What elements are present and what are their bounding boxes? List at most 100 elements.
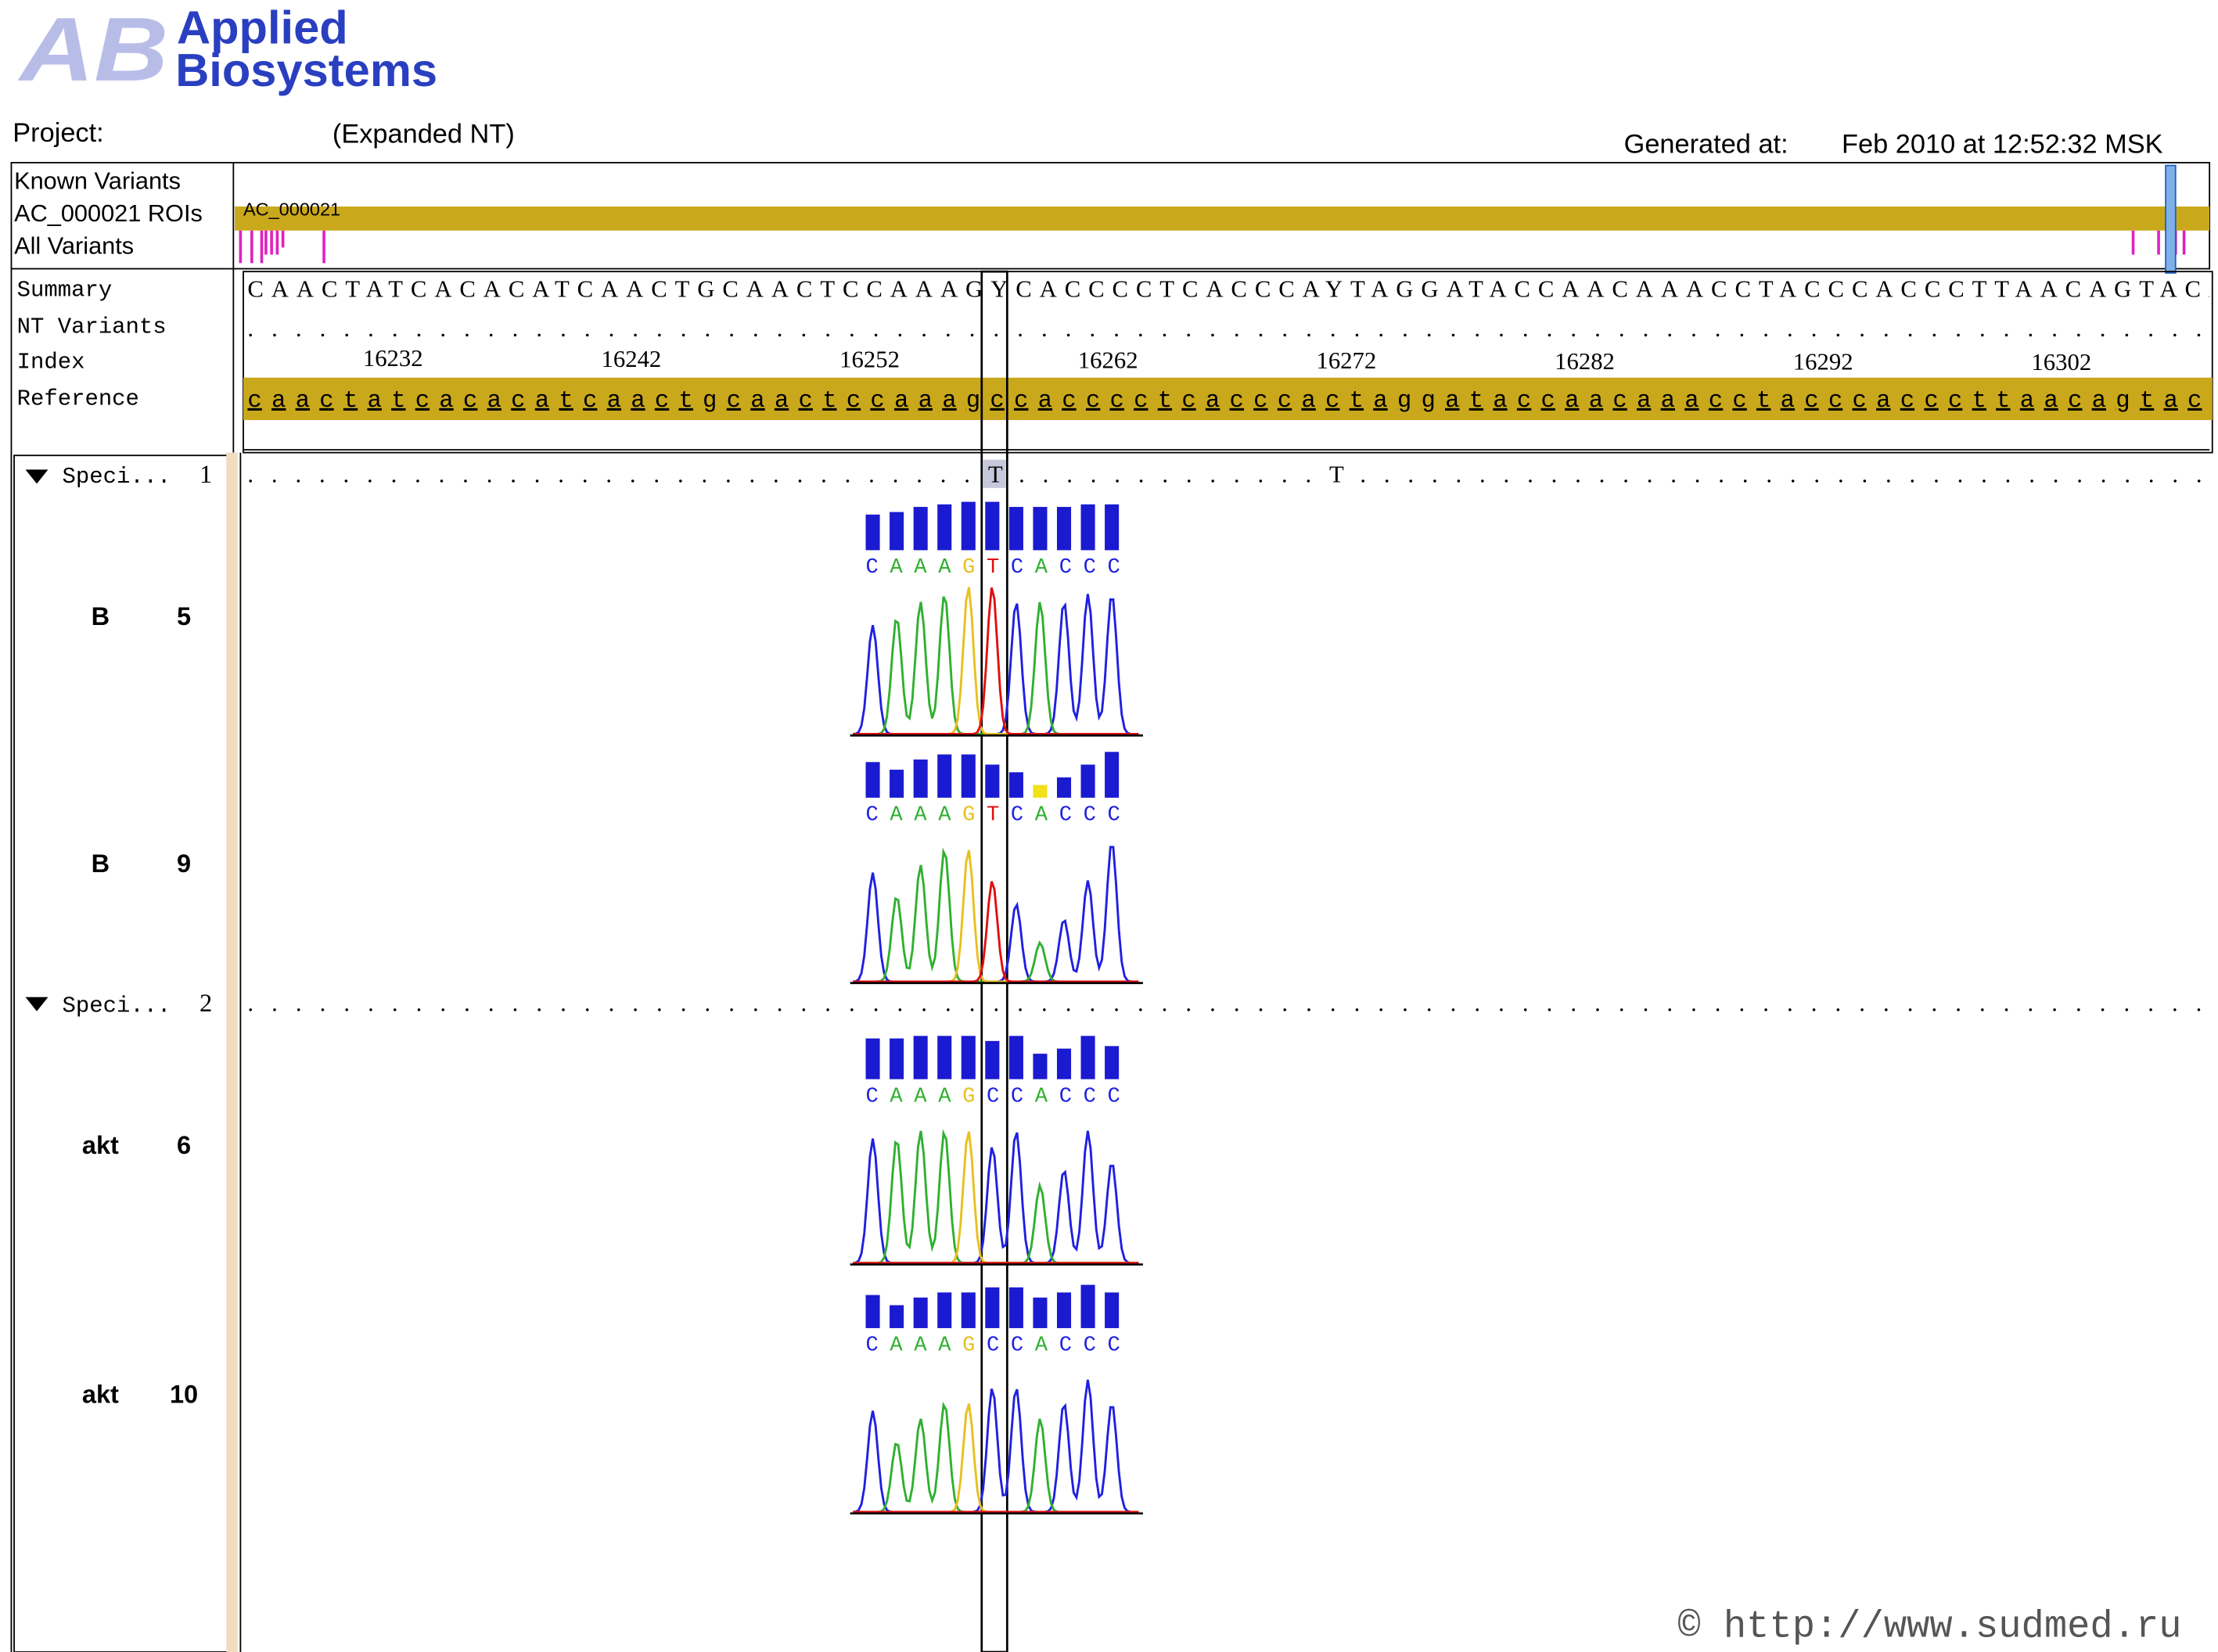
quality-bar: [937, 504, 952, 551]
sample-name: akt: [82, 1380, 119, 1408]
quality-bar: [1105, 504, 1120, 551]
logo-mark: AB: [17, 0, 168, 100]
row-label: Index: [17, 350, 85, 375]
row-label: Summary: [17, 277, 112, 303]
quality-bar: [1033, 785, 1048, 798]
quality-bar: [890, 1038, 904, 1079]
quality-bar: [890, 770, 904, 798]
track-label: All Variants: [14, 232, 134, 260]
sample-number: 9: [177, 849, 191, 878]
expand-toggle[interactable]: [25, 469, 49, 484]
project-label: Project:: [13, 118, 103, 148]
trace-curve: [853, 847, 1139, 983]
generated-label: Generated at:: [1624, 129, 1788, 159]
index-label: 16232: [363, 345, 423, 372]
index-label: 16302: [2031, 349, 2091, 375]
quality-bar: [1056, 1048, 1072, 1079]
quality-bar: [937, 754, 952, 798]
quality-bar: [1105, 1292, 1120, 1328]
quality-bar: [913, 760, 928, 798]
sample-number: 10: [170, 1380, 198, 1408]
quality-bar: [1080, 764, 1095, 798]
quality-bar: [1033, 1297, 1048, 1328]
quality-bar: [1105, 752, 1120, 798]
row-label: NT Variants: [17, 314, 167, 339]
watermark: © http://www.sudmed.ru: [1677, 1604, 2181, 1648]
index-label: 16282: [1555, 348, 1615, 375]
project-name: (Expanded NT): [333, 120, 515, 149]
splitter: [226, 452, 238, 1652]
quality-bar: [865, 514, 880, 551]
specimen-label: Speci...: [63, 464, 171, 490]
quality-bar: [937, 1292, 952, 1328]
row-label: Reference: [17, 386, 139, 412]
sample-name: B: [92, 849, 110, 878]
quality-bar: [1008, 1287, 1023, 1328]
brand-line: Biosystems: [175, 44, 437, 96]
quality-bar: [961, 1036, 976, 1079]
specimen-label: Speci...: [63, 993, 171, 1018]
quality-bar: [1105, 1046, 1120, 1079]
quality-bar: [961, 501, 976, 551]
generated-value: Feb 2010 at 12:52:32 MSK: [1842, 129, 2163, 159]
quality-bar: [1008, 1036, 1023, 1079]
quality-bar: [1033, 507, 1048, 551]
quality-bar: [913, 1297, 928, 1328]
specimen-number: 2: [200, 989, 212, 1018]
index-label: 16262: [1078, 347, 1138, 373]
index-label: 16252: [839, 347, 900, 373]
roi-name: AC_000021: [243, 199, 340, 220]
quality-bar: [985, 1287, 1000, 1328]
trace-curve: [853, 1130, 1139, 1265]
trace-curve: [853, 881, 1139, 983]
specimen-variants: ........................................…: [247, 990, 2218, 1017]
trace-curve: [853, 587, 1139, 735]
quality-bar: [1056, 1292, 1072, 1328]
quality-bar: [1008, 772, 1023, 798]
index-label: 16272: [1316, 347, 1376, 374]
variant-ticks: [239, 230, 2186, 264]
quality-bar: [1080, 504, 1095, 551]
specimen-variants: ...............................T........…: [247, 461, 2218, 487]
quality-bar: [961, 754, 976, 798]
brand-line: Applied: [177, 2, 348, 54]
sample-number: 6: [177, 1131, 191, 1159]
sample-number: 5: [177, 602, 191, 630]
view-window: [2165, 164, 2177, 274]
quality-bar: [913, 507, 928, 551]
index-label: 16242: [602, 346, 662, 372]
quality-bar: [890, 1305, 904, 1328]
nt-variants: ........................................…: [247, 315, 2218, 342]
track-label: Known Variants: [14, 167, 181, 194]
quality-bar: [865, 1295, 880, 1328]
summary-sequence: CAACTATCACACATCAACTGCAACTCCAAAGYCACCCCTC…: [247, 276, 2218, 303]
quality-bar: [1080, 1036, 1095, 1079]
sample-name: akt: [82, 1131, 119, 1159]
variant-highlight: [983, 459, 1006, 488]
quality-bar: [985, 764, 1000, 798]
roi-bar: [235, 206, 2210, 231]
specimen-frame: [13, 454, 228, 1652]
quality-bar: [913, 1036, 928, 1079]
quality-bar: [1056, 507, 1072, 551]
quality-bar: [1033, 1054, 1048, 1079]
quality-bar: [1056, 777, 1072, 798]
quality-bar: [985, 501, 1000, 551]
quality-bar: [890, 512, 904, 551]
quality-bar: [985, 1040, 1000, 1079]
expand-toggle[interactable]: [25, 997, 49, 1011]
track-label: AC_000021 ROIs: [14, 199, 203, 227]
quality-bar: [865, 762, 880, 798]
specimen-number: 1: [200, 461, 212, 489]
trace-curve: [853, 1129, 1139, 1265]
sequence-frame: [243, 271, 2213, 454]
sample-name: B: [92, 602, 110, 630]
reference-band: [243, 377, 2213, 421]
index-label: 16292: [1793, 348, 1853, 375]
quality-bar: [937, 1036, 952, 1079]
